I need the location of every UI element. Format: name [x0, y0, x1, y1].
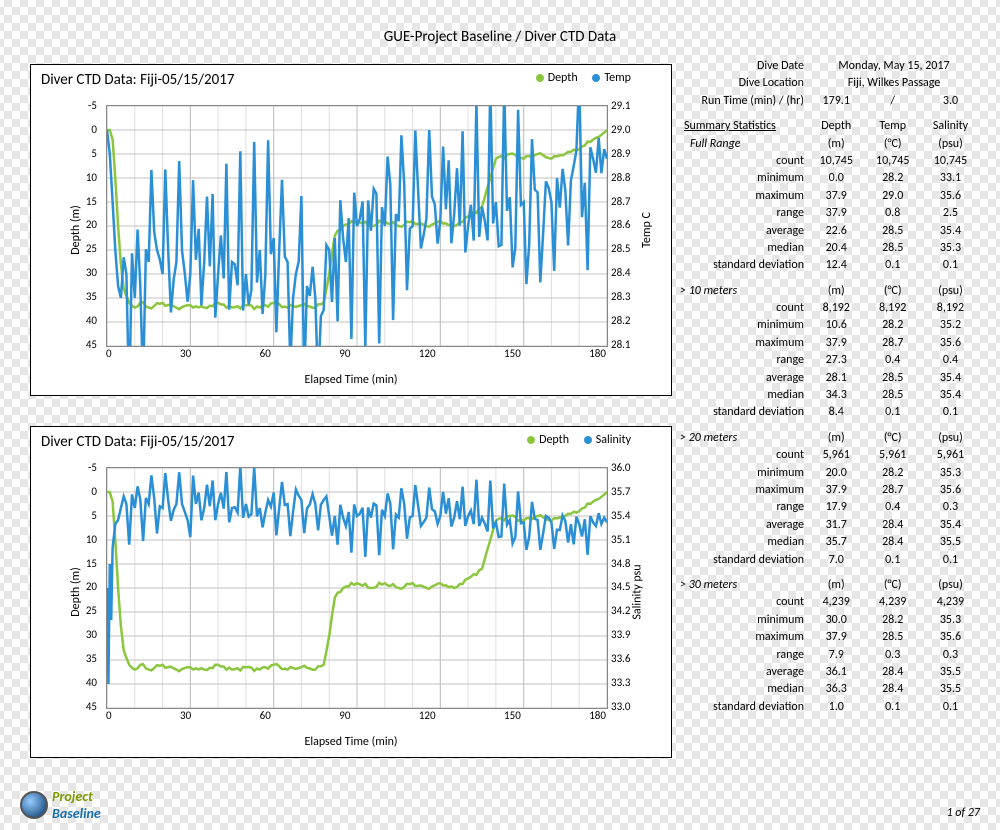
- chart-legend: Depth Temp: [524, 71, 631, 86]
- y-right-ticks: 36.035.735.435.134.834.534.233.933.633.3…: [611, 467, 651, 707]
- legend-salinity: Salinity: [596, 433, 631, 447]
- x-label: Elapsed Time (min): [304, 373, 397, 387]
- charts-column: Diver CTD Data: Fiji-05/15/2017 Depth Te…: [30, 64, 670, 788]
- legend-depth: Depth: [539, 433, 569, 447]
- y-left-ticks: -5051015202530354045: [31, 467, 101, 707]
- page-title: GUE-Project Baseline / Diver CTD Data: [0, 0, 1000, 46]
- chart-depth-temp: Diver CTD Data: Fiji-05/15/2017 Depth Te…: [30, 64, 672, 396]
- chart-title: Diver CTD Data: Fiji-05/15/2017: [41, 433, 234, 451]
- x-ticks: 0306090120150180: [106, 347, 606, 360]
- x-ticks: 0306090120150180: [106, 709, 606, 722]
- chart-svg: [107, 468, 607, 708]
- x-label: Elapsed Time (min): [304, 735, 397, 749]
- page-number: 1 of 27: [947, 806, 981, 820]
- plot-area: [106, 467, 608, 709]
- summary-statistics: Dive DateMonday, May 15, 2017Dive Locati…: [680, 58, 980, 716]
- y-right-ticks: 29.129.028.928.828.728.628.528.428.328.2…: [611, 105, 651, 345]
- report-page: GUE-Project Baseline / Diver CTD Data Di…: [0, 0, 1000, 830]
- plot-area: [106, 105, 608, 347]
- footer-logo: Project Baseline: [20, 788, 101, 822]
- globe-icon: [20, 791, 48, 819]
- chart-title: Diver CTD Data: Fiji-05/15/2017: [41, 71, 234, 89]
- chart-legend: Depth Salinity: [515, 433, 631, 448]
- y-left-ticks: -5051015202530354045: [31, 105, 101, 345]
- logo-word-1: Project: [52, 788, 93, 805]
- chart-depth-salinity: Diver CTD Data: Fiji-05/15/2017 Depth Sa…: [30, 426, 672, 758]
- legend-temp: Temp: [604, 71, 631, 85]
- chart-svg: [107, 106, 607, 346]
- stats-table: Dive DateMonday, May 15, 2017Dive Locati…: [680, 58, 980, 716]
- legend-depth: Depth: [548, 71, 578, 85]
- logo-word-2: Baseline: [52, 805, 101, 822]
